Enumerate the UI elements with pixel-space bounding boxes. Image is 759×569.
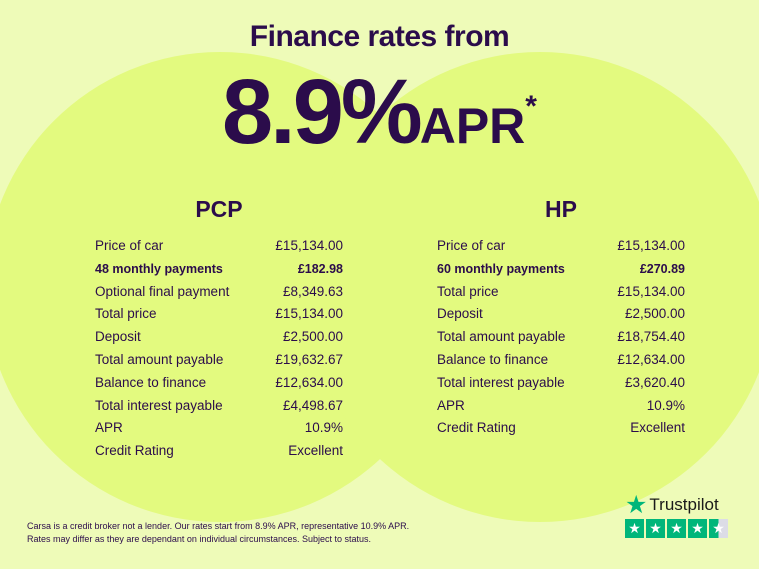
hp-title: HP — [545, 196, 577, 222]
table-row: Credit Rating Excellent — [437, 417, 685, 440]
row-label: Total interest payable — [437, 374, 565, 390]
table-row: Total price £15,134.00 — [437, 281, 685, 304]
table-row: Total interest payable £3,620.40 — [437, 372, 685, 395]
row-value: £8,349.63 — [282, 283, 343, 299]
rating-star-icon: ★ — [625, 519, 644, 538]
row-label: 48 monthly payments — [95, 261, 223, 276]
trustpilot-logo: ★ Trustpilot — [625, 491, 728, 519]
row-label: Balance to finance — [95, 374, 207, 390]
table-row: Optional final payment £8,349.63 — [95, 281, 343, 304]
decorative-circle-right — [305, 52, 759, 522]
row-label: Balance to finance — [437, 351, 549, 367]
row-label: Total price — [95, 306, 157, 322]
rating-star-icon: ★ — [709, 519, 728, 538]
rating-star-icon: ★ — [688, 519, 707, 538]
rate-display: 8.9%APR* — [0, 62, 759, 162]
row-label: Deposit — [95, 329, 141, 345]
trustpilot-badge[interactable]: ★ Trustpilot ★ ★ ★ ★ ★ — [625, 491, 728, 538]
table-row: Deposit £2,500.00 — [437, 303, 685, 326]
row-value: £19,632.67 — [275, 351, 343, 367]
row-value: £18,754.40 — [617, 329, 685, 345]
trustpilot-rating: ★ ★ ★ ★ ★ — [625, 519, 728, 538]
row-value: £12,634.00 — [617, 351, 685, 367]
table-row: Deposit £2,500.00 — [95, 326, 343, 349]
pcp-rows: Price of car £15,134.00 48 monthly payment… — [95, 235, 343, 463]
table-row: Total price £15,134.00 — [95, 303, 343, 326]
row-label: Credit Rating — [437, 420, 516, 436]
pcp-table: PCP Price of car £15,134.00 48 monthly pay… — [95, 196, 343, 463]
star-icon: ★ — [625, 491, 648, 519]
row-label: Price of car — [437, 238, 506, 253]
rate-value: 8.9% — [222, 61, 423, 163]
row-label: Price of car — [95, 238, 164, 253]
table-row: Credit Rating Excellent — [95, 440, 343, 463]
table-row: Price of car £15,134.00 — [437, 235, 685, 258]
table-row: Price of car £15,134.00 — [95, 235, 343, 258]
row-label: APR — [437, 397, 465, 413]
row-label: Optional final payment — [95, 283, 230, 299]
headline: Finance rates from — [249, 20, 510, 53]
row-value: £15,134.00 — [275, 306, 343, 322]
row-value: £15,134.00 — [617, 238, 685, 253]
row-label: Deposit — [437, 306, 483, 322]
rate-suffix: APR — [419, 98, 526, 154]
row-value: £182.98 — [297, 261, 343, 276]
table-row: Total amount payable £19,632.67 — [95, 349, 343, 372]
row-label: Credit Rating — [95, 443, 174, 459]
row-label: Total amount payable — [437, 329, 566, 345]
table-row: Balance to finance £12,634.00 — [95, 372, 343, 395]
hp-rows: Price of car £15,134.00 60 monthly payment… — [437, 235, 685, 440]
trustpilot-name: Trustpilot — [649, 495, 719, 514]
row-value: 10.9% — [646, 397, 685, 413]
row-value: £12,634.00 — [275, 374, 343, 390]
rating-star-icon: ★ — [667, 519, 686, 538]
disclaimer-line-1: Carsa is a credit broker not a lender. O… — [27, 521, 410, 531]
hp-table: HP Price of car £15,134.00 60 monthly paym… — [437, 196, 685, 440]
table-row: Total amount payable £18,754.40 — [437, 326, 685, 349]
row-value: £4,498.67 — [282, 397, 343, 413]
row-value: £15,134.00 — [617, 283, 685, 299]
pcp-title: PCP — [195, 196, 243, 222]
row-value: £3,620.40 — [624, 374, 685, 390]
table-row: 60 monthly payments £270.89 — [437, 258, 685, 281]
disclaimer: Carsa is a credit broker not a lender. O… — [27, 520, 409, 546]
row-value: £15,134.00 — [275, 238, 343, 253]
table-row: APR 10.9% — [95, 417, 343, 440]
row-label: APR — [95, 420, 123, 436]
row-label: Total interest payable — [95, 397, 223, 413]
row-label: 60 monthly payments — [437, 261, 565, 276]
row-value: £2,500.00 — [282, 329, 343, 345]
row-label: Total amount payable — [95, 351, 224, 367]
table-row: 48 monthly payments £182.98 — [95, 258, 343, 281]
row-value: Excellent — [630, 420, 685, 436]
row-value: 10.9% — [304, 420, 343, 436]
row-value: £270.89 — [639, 261, 685, 276]
asterisk: * — [525, 90, 537, 123]
table-row: Total interest payable £4,498.67 — [95, 395, 343, 418]
row-label: Total price — [437, 283, 499, 299]
row-value: Excellent — [288, 443, 343, 459]
row-value: £2,500.00 — [624, 306, 685, 322]
table-row: Balance to finance £12,634.00 — [437, 349, 685, 372]
rating-star-icon: ★ — [646, 519, 665, 538]
disclaimer-line-2: Rates may differ as they are dependant o… — [27, 534, 372, 544]
table-row: APR 10.9% — [437, 395, 685, 418]
